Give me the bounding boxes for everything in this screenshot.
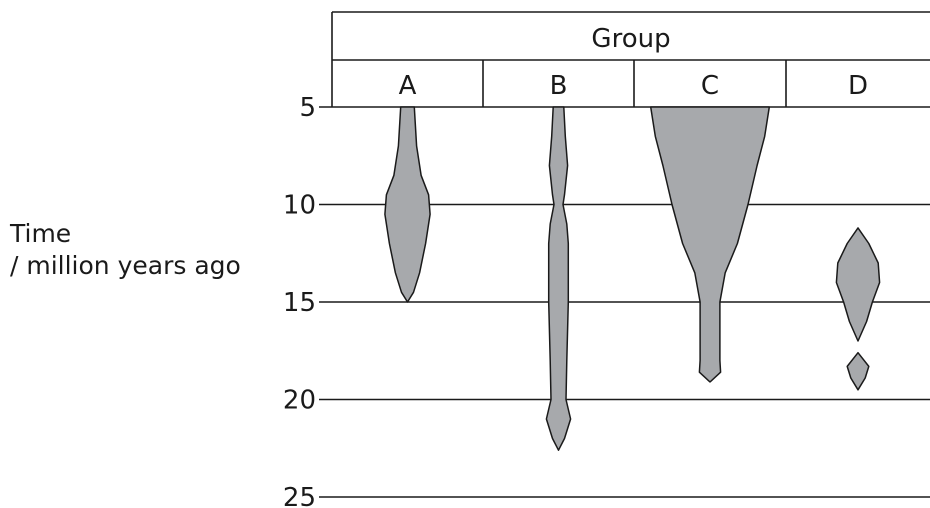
spindle-d-2	[846, 351, 870, 391]
y-tick-label-25: 25	[283, 483, 316, 508]
spindle-a-1	[384, 106, 431, 303]
y-tick-label-15: 15	[283, 288, 316, 318]
column-label-a: A	[399, 71, 417, 101]
spindle-c-1	[649, 106, 771, 383]
y-axis-label: Time / million years ago	[10, 218, 241, 282]
chart-frame	[319, 11, 930, 498]
y-tick-label-10: 10	[283, 191, 316, 221]
column-label-c: C	[701, 71, 719, 101]
y-tick-label-5: 5	[299, 93, 316, 123]
column-label-b: B	[550, 71, 568, 101]
header-label: Group	[591, 24, 670, 54]
y-tick-label-20: 20	[283, 386, 316, 416]
spindle-b-1	[545, 106, 572, 451]
spindle-d-1	[835, 227, 881, 342]
chart-labels: Group A B C D 5 10 15 20 25	[283, 24, 868, 508]
y-axis-label-line-1: Time	[10, 219, 72, 248]
y-axis-label-line-2: / million years ago	[10, 251, 241, 280]
spindle-shapes	[384, 106, 881, 451]
column-label-d: D	[848, 71, 868, 101]
